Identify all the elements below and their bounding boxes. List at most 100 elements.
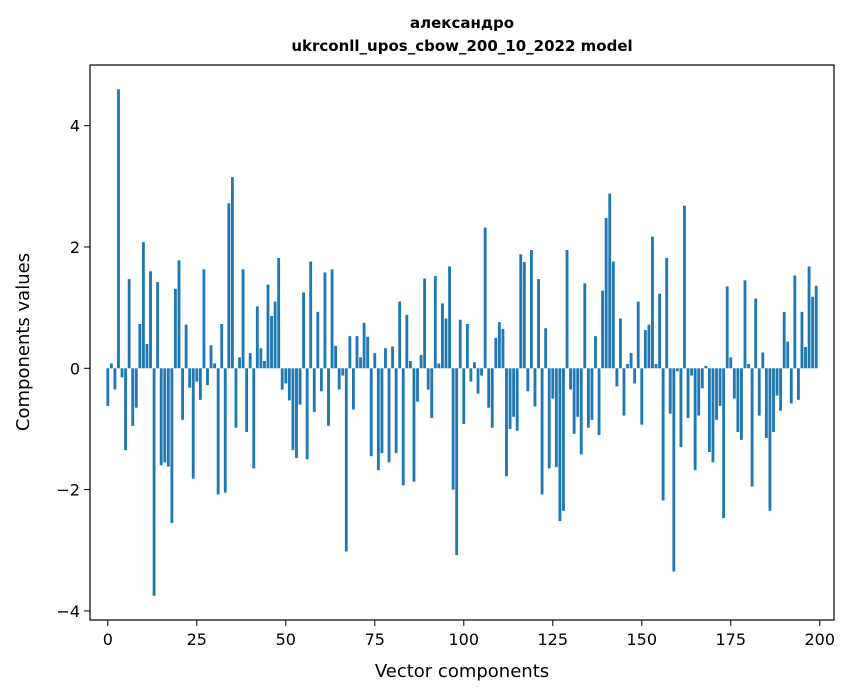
bar-53 xyxy=(295,368,298,459)
bar-87 xyxy=(416,368,419,402)
bar-169 xyxy=(707,368,711,452)
y-axis-ticks: −4 −2 0 2 4 xyxy=(56,117,90,621)
bar-118 xyxy=(526,368,530,392)
bar-47 xyxy=(273,301,277,369)
bar-18 xyxy=(170,368,174,523)
bar-130 xyxy=(569,368,572,390)
y-tick-label: −2 xyxy=(56,481,80,500)
bar-12 xyxy=(149,271,152,369)
x-tick-label: 100 xyxy=(449,630,480,649)
bar-0 xyxy=(106,368,110,406)
bar-142 xyxy=(611,261,615,369)
bar-152 xyxy=(647,324,651,369)
bar-109 xyxy=(494,337,498,369)
chart-subtitle: ukrconll_upos_cbow_200_10_2022 model xyxy=(291,37,632,55)
bar-38 xyxy=(241,269,245,369)
bar-137 xyxy=(594,336,597,369)
bar-157 xyxy=(665,257,669,369)
bar-155 xyxy=(658,293,661,369)
bar-97 xyxy=(451,368,455,490)
bar-105 xyxy=(480,368,484,376)
bar-91 xyxy=(430,368,434,419)
bar-103 xyxy=(473,362,476,369)
bar-95 xyxy=(444,318,448,369)
bar-135 xyxy=(586,368,590,428)
bar-83 xyxy=(401,368,405,486)
bar-186 xyxy=(768,368,772,511)
bar-187 xyxy=(772,368,775,432)
bar-106 xyxy=(483,227,487,369)
bar-182 xyxy=(754,298,758,369)
bar-48 xyxy=(277,257,281,369)
bar-51 xyxy=(287,368,291,401)
bar-123 xyxy=(544,328,548,369)
bar-98 xyxy=(455,368,459,556)
bar-190 xyxy=(782,311,786,369)
bar-73 xyxy=(366,336,370,369)
bar-197 xyxy=(807,266,811,369)
x-tick-label: 150 xyxy=(626,630,657,649)
bar-164 xyxy=(690,368,694,376)
plot-frame xyxy=(89,64,835,621)
bar-76 xyxy=(376,368,380,471)
x-tick-label: 0 xyxy=(103,630,113,649)
y-tick-label: 4 xyxy=(70,117,80,136)
x-tick-label: 200 xyxy=(804,630,835,649)
bar-77 xyxy=(380,368,384,454)
bar-181 xyxy=(750,368,754,487)
bar-35 xyxy=(230,177,234,369)
bar-11 xyxy=(145,344,149,369)
bar-40 xyxy=(248,353,252,369)
bar-41 xyxy=(252,368,256,469)
bar-61 xyxy=(323,272,327,369)
bar-1 xyxy=(109,363,113,369)
bar-75 xyxy=(373,353,377,369)
bar-124 xyxy=(547,368,551,469)
bar-5 xyxy=(124,368,128,451)
bar-149 xyxy=(636,301,640,369)
bar-85 xyxy=(408,361,412,369)
bar-116 xyxy=(519,254,523,369)
bar-8 xyxy=(134,368,138,408)
bar-194 xyxy=(796,368,800,400)
bar-113 xyxy=(508,368,512,429)
bar-57 xyxy=(309,261,313,369)
bar-82 xyxy=(398,301,402,369)
bar-42 xyxy=(255,306,259,369)
bar-121 xyxy=(537,279,540,369)
bar-139 xyxy=(601,290,605,369)
bar-108 xyxy=(490,368,494,428)
bar-43 xyxy=(259,348,263,369)
x-axis-ticks: 0 25 50 75 100 125 150 175 200 xyxy=(103,620,835,649)
bar-117 xyxy=(522,262,526,369)
bar-99 xyxy=(458,319,462,369)
bar-93 xyxy=(437,363,441,369)
bar-4 xyxy=(120,368,124,378)
bar-25 xyxy=(195,368,199,382)
bar-19 xyxy=(174,288,177,369)
bar-110 xyxy=(497,322,501,369)
x-tick-label: 50 xyxy=(276,630,296,649)
bar-66 xyxy=(341,368,345,376)
bar-165 xyxy=(693,368,697,471)
bar-52 xyxy=(291,368,295,451)
x-tick-label: 75 xyxy=(365,630,385,649)
bar-173 xyxy=(722,368,726,519)
bar-22 xyxy=(184,324,188,369)
x-tick-label: 125 xyxy=(538,630,569,649)
bar-178 xyxy=(740,368,743,440)
bar-29 xyxy=(209,345,213,369)
bar-30 xyxy=(213,363,217,369)
bar-143 xyxy=(615,368,619,387)
bar-6 xyxy=(127,279,131,369)
y-tick-label: 0 xyxy=(70,359,80,378)
bar-90 xyxy=(426,368,430,390)
bar-15 xyxy=(159,368,163,466)
bar-2 xyxy=(113,368,117,390)
bar-80 xyxy=(391,346,395,369)
bar-140 xyxy=(604,217,608,369)
bar-101 xyxy=(465,324,469,369)
bar-120 xyxy=(533,368,537,407)
bar-145 xyxy=(622,368,626,416)
